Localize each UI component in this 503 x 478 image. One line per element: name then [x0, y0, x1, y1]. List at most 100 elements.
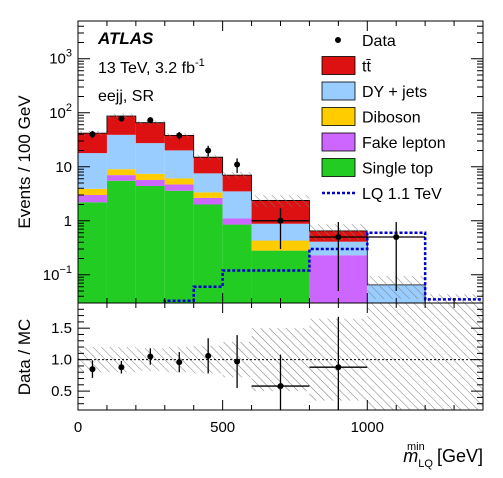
stack-bar-single-top-1: [106, 180, 136, 303]
y-tick-label-1: 1: [64, 213, 72, 230]
stack-bar-single-top-4: [193, 204, 223, 303]
top-band-bin-5: [222, 172, 252, 179]
x-tick-label-2: 1000: [351, 419, 384, 436]
stack-bar-single-top-6: [251, 250, 310, 303]
ratio-y-axis-title: Data / MC: [15, 319, 34, 396]
ratio-band-bin-9: [425, 303, 483, 410]
stack-bar-tt-1: [106, 116, 136, 135]
stack-bar-diboson-3: [164, 178, 194, 185]
legend-marker-data: [335, 37, 341, 43]
data-point-4: [205, 147, 212, 154]
x-axis-title-sup: min: [407, 441, 425, 453]
y-tick-label-exp-3: 2: [66, 102, 72, 114]
ratio-band-bin-8: [367, 303, 426, 410]
stack-bar-fake-lepton-3: [164, 184, 194, 191]
stack-bar-diboson-4: [193, 192, 223, 198]
legend-swatch-diboson: [321, 107, 356, 126]
stack-bar-dy-jets-1: [106, 134, 136, 170]
ratio-y-tick-label-1: 1.0: [51, 352, 72, 369]
ratio-point-5: [234, 358, 241, 365]
stack-bar-tt-3: [164, 135, 194, 151]
data-point-7: [335, 234, 342, 241]
legend-swatch-fake-lepton: [321, 132, 356, 152]
y-tick-label-base-3: 10: [49, 105, 66, 122]
stack-bar-tt-2: [135, 122, 165, 144]
stack-bar-single-top-5: [222, 224, 252, 303]
ratio-x-ticks: 0 500 1000: [74, 303, 484, 436]
legend-label-diboson: Diboson: [362, 110, 421, 127]
signal-histogram: [163, 231, 483, 303]
legend-label-tt: tt̄: [362, 59, 371, 76]
stack-bar-single-top-2: [135, 186, 165, 303]
stack-bar-diboson-0: [78, 188, 107, 195]
y-tick-label-base-0: 10: [43, 267, 60, 284]
top-x-ticks: [77, 21, 484, 303]
data-point-8: [393, 234, 400, 241]
legend-label-dy-jets: DY + jets: [362, 84, 427, 101]
top-y-axis-title: Events / 100 GeV: [15, 95, 34, 229]
top-band-bin-4: [193, 154, 223, 160]
ratio-point-3: [176, 359, 183, 366]
data-points: [89, 115, 426, 292]
y-tick-label-base-4: 10: [49, 51, 66, 68]
legend-swatch-single-top: [321, 158, 356, 177]
stack-bar-fake-lepton-4: [193, 197, 223, 205]
data-point-0: [89, 131, 96, 138]
ratio-y-tick-label-0: 0.5: [51, 383, 72, 400]
data-point-3: [176, 132, 183, 139]
legend-label-single-top: Single top: [362, 161, 433, 178]
signal-line: [163, 231, 483, 303]
energy-lumi-text: 13 TeV, 3.2 fb: [98, 60, 195, 77]
ratio-y-ticks: 0.5 1.0 1.5: [51, 308, 483, 405]
stack-bar-dy-jets-5: [222, 191, 252, 219]
x-axis-title-main: m: [403, 446, 418, 466]
stack-bar-dy-jets-4: [193, 173, 223, 193]
stack-bar-dy-jets-3: [164, 150, 194, 179]
y-tick-label-4: 103: [49, 48, 72, 68]
stack-bar-fake-lepton-5: [222, 218, 252, 225]
stack-bar-fake-lepton-0: [78, 194, 107, 203]
region-label: eejj, SR: [98, 88, 154, 105]
data-point-5: [234, 161, 241, 168]
data-point-1: [118, 115, 125, 122]
data-point-6: [277, 217, 284, 224]
legend-swatch-tt: [321, 56, 356, 75]
y-tick-label-exp-0: −1: [59, 264, 72, 276]
ratio-y-tick-label-2: 1.5: [51, 320, 72, 337]
legend-label-lq-1-1-tev: LQ 1.1 TeV: [362, 186, 442, 203]
x-tick-label-0: 0: [74, 419, 82, 436]
x-axis-title: mLQ [GeV]: [403, 446, 483, 470]
legend-label-fake-lepton: Fake lepton: [362, 135, 446, 152]
ratio-point-0: [89, 366, 96, 373]
energy-lumi-label: 13 TeV, 3.2 fb-1: [98, 57, 205, 77]
y-tick-label-3: 102: [49, 102, 72, 122]
stack-bar-fake-lepton-1: [106, 175, 136, 181]
legend-swatch-dy-jets: [321, 81, 356, 101]
stack-bar-diboson-1: [106, 169, 136, 176]
stack-bar-diboson-2: [135, 173, 165, 180]
stack-bar-single-top-3: [164, 190, 194, 303]
legend-label-data: Data: [362, 33, 396, 50]
ratio-point-4: [205, 352, 212, 359]
ratio-point-1: [118, 364, 125, 371]
y-tick-label-2: 10: [55, 159, 72, 176]
legend: Data tt̄ DY + jets Diboson Fake lepton Single…: [321, 33, 446, 203]
lumi-exponent: -1: [195, 57, 205, 69]
x-tick-label-1: 500: [210, 419, 235, 436]
ratio-point-7: [335, 364, 342, 371]
data-point-2: [147, 117, 154, 124]
x-axis-title-unit: [GeV]: [437, 446, 483, 466]
ratio-uncertainty-band: [78, 303, 483, 410]
stack-bar-dy-jets-2: [135, 143, 165, 174]
stack-bar-fake-lepton-2: [135, 179, 165, 187]
ratio-point-6: [277, 383, 284, 390]
ratio-point-2: [147, 353, 154, 360]
stack-bar-tt-5: [222, 175, 252, 192]
top-band-bin-6: [251, 195, 310, 208]
stack-bar-single-top-0: [78, 202, 107, 303]
stack-bar-tt-0: [78, 133, 107, 154]
y-tick-label-0: 10−1: [43, 264, 72, 284]
atlas-label: ATLAS: [97, 29, 154, 48]
